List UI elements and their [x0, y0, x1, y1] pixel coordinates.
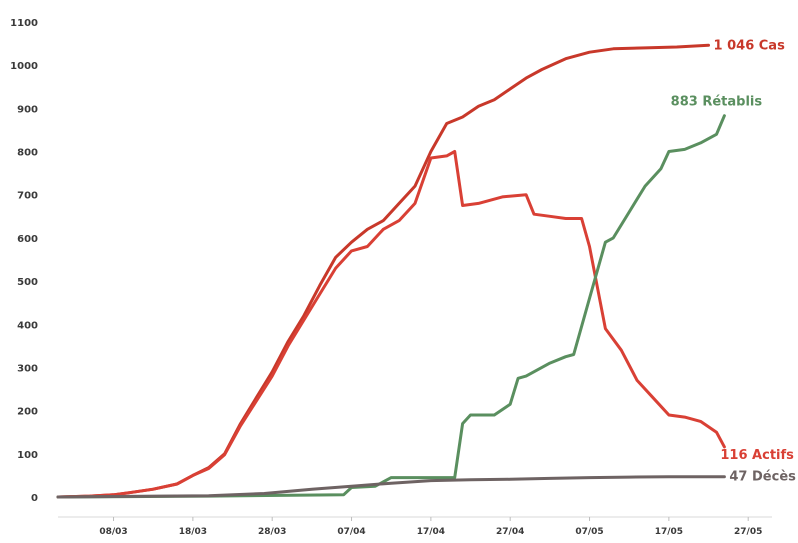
y-tick-label: 1100	[10, 18, 38, 29]
x-tick-label: 27/04	[496, 527, 524, 537]
x-tick-label: 27/05	[734, 527, 762, 537]
x-axis: 08/03 18/03 28/03 07/04 17/04 27/04 07/05 17/05…	[58, 516, 772, 537]
x-tick-label: 08/03	[99, 527, 127, 537]
x-tick-label: 17/04	[417, 527, 445, 537]
end-label-cas: 1 046 Cas	[714, 38, 786, 53]
series-group	[56, 43, 726, 499]
y-tick-label: 1000	[10, 61, 38, 72]
y-tick-label: 900	[17, 104, 38, 115]
y-tick-label: 700	[17, 191, 38, 202]
x-tick-label: 07/04	[337, 527, 365, 537]
y-tick-label: 100	[17, 450, 38, 461]
end-label-dcs: 47 Décès	[729, 470, 796, 485]
x-tick-label: 07/05	[575, 527, 603, 537]
end-labels: 1 046 Cas 116 Actifs 883 Rétablis 47 Décès	[671, 38, 796, 484]
y-tick-label: 0	[31, 493, 38, 504]
end-label-actifs: 116 Actifs	[720, 448, 794, 463]
series-line-rtablis	[56, 114, 726, 499]
series-line-actifs	[56, 150, 726, 499]
y-tick-label: 600	[17, 234, 38, 245]
y-axis: 0 100 200 300 400 500 600 700 800 900 1000 1100	[10, 18, 38, 504]
y-tick-label: 300	[17, 363, 38, 374]
series-line-cas	[56, 43, 710, 499]
end-label-rtablis: 883 Rétablis	[671, 95, 763, 110]
y-tick-label: 400	[17, 320, 38, 331]
series-line-dcs	[56, 475, 726, 499]
y-tick-label: 200	[17, 407, 38, 418]
y-tick-label: 800	[17, 148, 38, 159]
y-tick-label: 500	[17, 277, 38, 288]
x-tick-label: 18/03	[179, 527, 207, 537]
x-tick-label: 17/05	[655, 527, 683, 537]
x-tick-label: 28/03	[258, 527, 286, 537]
